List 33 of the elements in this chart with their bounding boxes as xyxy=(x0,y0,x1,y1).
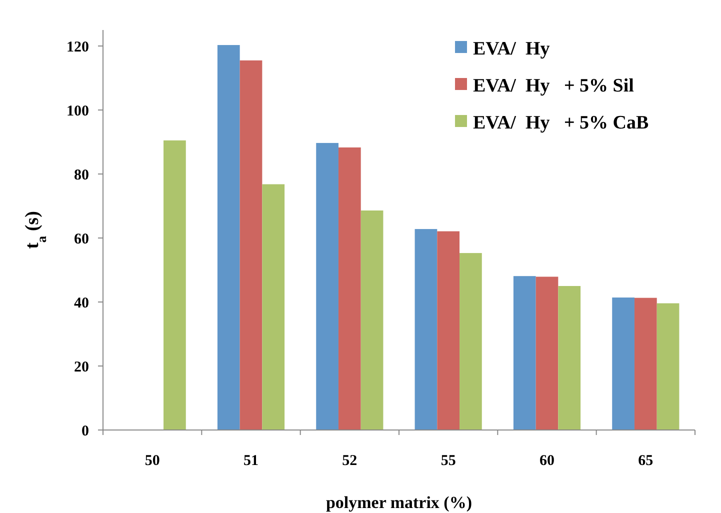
bar xyxy=(634,298,657,430)
bar xyxy=(338,147,361,430)
bar xyxy=(262,184,285,430)
bar xyxy=(217,45,240,430)
x-tick-label: 55 xyxy=(440,453,456,469)
bar xyxy=(558,286,581,430)
y-tick-label: 80 xyxy=(74,167,89,184)
legend-label: EVA/ Hy + 5% CaB xyxy=(473,112,650,134)
y-tick-label: 20 xyxy=(74,359,89,376)
x-tick-label: 60 xyxy=(540,453,554,469)
bar xyxy=(612,298,634,430)
bar xyxy=(164,140,186,430)
x-tick-label: 50 xyxy=(144,453,160,469)
bar xyxy=(460,253,482,430)
bar xyxy=(513,276,536,430)
y-tick-label: 40 xyxy=(74,295,89,312)
legend-label: EVA/ Hy + 5% Sil xyxy=(473,76,634,97)
bar xyxy=(240,60,262,430)
legend-label: EVA/ Hy xyxy=(473,38,550,60)
x-tick-label: 51 xyxy=(244,453,258,469)
bar xyxy=(656,303,680,430)
x-tick-label: 52 xyxy=(342,453,358,469)
y-tick-label: 60 xyxy=(74,231,89,248)
y-tick-label: 100 xyxy=(66,103,89,120)
bar xyxy=(360,210,384,430)
y-tick-label: 0 xyxy=(82,423,89,440)
bar xyxy=(437,231,460,430)
y-tick-label: 120 xyxy=(66,39,89,56)
bar xyxy=(536,276,558,430)
x-axis-title: polymer matrix (%) xyxy=(326,493,472,512)
bar xyxy=(414,229,438,430)
bar xyxy=(316,142,338,430)
x-tick-label: 65 xyxy=(638,453,654,469)
